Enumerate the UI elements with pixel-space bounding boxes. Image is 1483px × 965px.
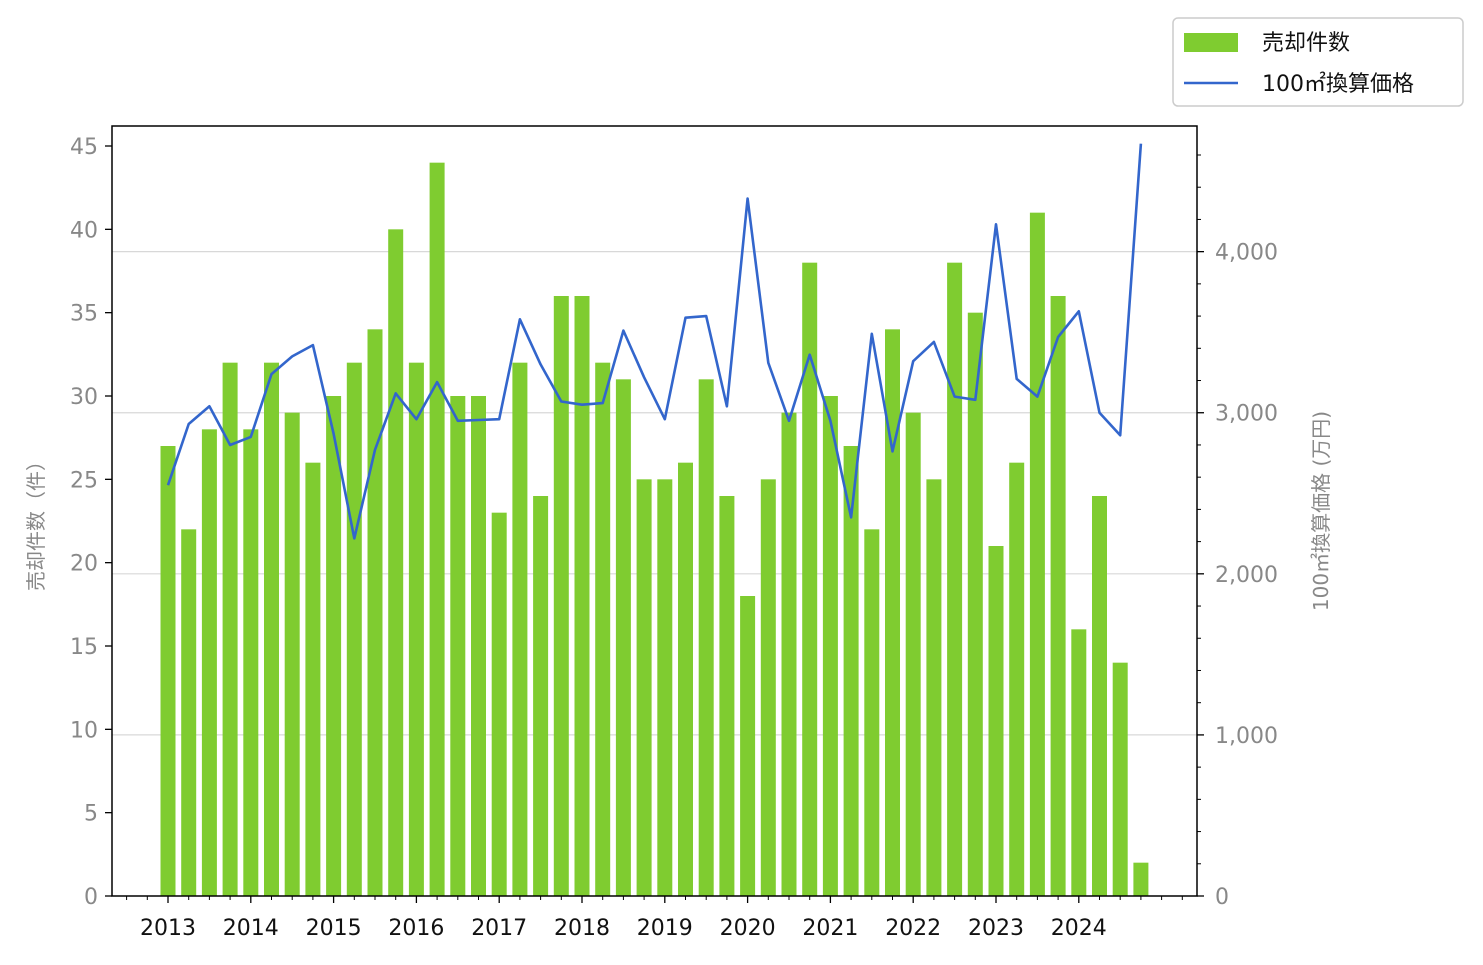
- y-left-tick-label-6: 30: [70, 385, 98, 410]
- bar-1: [181, 529, 196, 896]
- bar-13: [430, 163, 445, 896]
- x-tick-label-2: 2015: [306, 916, 362, 941]
- bar-28: [740, 596, 755, 896]
- bar-43: [1051, 296, 1066, 896]
- bar-45: [1092, 496, 1107, 896]
- bar-18: [533, 496, 548, 896]
- bar-46: [1113, 663, 1128, 896]
- bar-37: [926, 479, 941, 896]
- bar-40: [989, 546, 1004, 896]
- bar-44: [1071, 629, 1086, 896]
- x-tick-label-6: 2019: [637, 916, 693, 941]
- bar-11: [388, 229, 403, 896]
- y-left-tick-label-4: 20: [70, 552, 98, 577]
- bar-17: [512, 363, 527, 896]
- legend-label-line: 100㎡換算価格: [1262, 71, 1414, 97]
- y-left-tick-label-0: 0: [84, 885, 98, 910]
- bar-4: [243, 429, 258, 896]
- bar-19: [554, 296, 569, 896]
- x-tick-label-7: 2020: [720, 916, 776, 941]
- x-tick-label-1: 2014: [223, 916, 279, 941]
- bar-30: [782, 413, 797, 896]
- x-tick-label-5: 2018: [554, 916, 610, 941]
- legend-swatch-bar: [1184, 33, 1238, 52]
- legend: 売却件数 100㎡換算価格: [1173, 18, 1463, 106]
- bar-42: [1030, 213, 1045, 896]
- y-axis-right-title: 100㎡換算価格 (万円): [1309, 411, 1333, 611]
- y-right-tick-label-2: 2,000: [1215, 563, 1278, 588]
- legend-label-bar: 売却件数: [1262, 31, 1350, 56]
- y-left-tick-label-8: 40: [70, 218, 98, 243]
- x-tick-label-0: 2013: [140, 916, 196, 941]
- y-left-tick-label-7: 35: [70, 302, 98, 327]
- y-left-tick-label-1: 5: [84, 802, 98, 827]
- bar-24: [657, 479, 672, 896]
- bar-27: [719, 496, 734, 896]
- y-left-tick-label-9: 45: [70, 135, 98, 160]
- bar-21: [595, 363, 610, 896]
- bar-26: [699, 379, 714, 896]
- y-axis-left-title: 売却件数（件）: [24, 451, 48, 591]
- y-left-tick-label-3: 15: [70, 635, 98, 660]
- y-right-tick-label-0: 0: [1215, 885, 1229, 910]
- y-left-tick-label-5: 25: [70, 468, 98, 493]
- x-tick-label-11: 2024: [1051, 916, 1107, 941]
- x-tick-label-8: 2021: [802, 916, 858, 941]
- bar-20: [575, 296, 590, 896]
- bar-2: [202, 429, 217, 896]
- bar-8: [326, 396, 341, 896]
- bar-32: [823, 396, 838, 896]
- bar-41: [1009, 463, 1024, 896]
- bar-25: [678, 463, 693, 896]
- bar-16: [492, 513, 507, 896]
- bar-23: [637, 479, 652, 896]
- x-tick-label-4: 2017: [471, 916, 527, 941]
- x-tick-label-10: 2023: [968, 916, 1024, 941]
- bar-14: [450, 396, 465, 896]
- bar-12: [409, 363, 424, 896]
- bar-22: [616, 379, 631, 896]
- bar-34: [864, 529, 879, 896]
- bar-47: [1133, 863, 1148, 896]
- y-right-tick-label-3: 3,000: [1215, 402, 1278, 427]
- y-left-tick-label-2: 10: [70, 718, 98, 743]
- bar-15: [471, 396, 486, 896]
- bar-0: [161, 446, 176, 896]
- bar-38: [947, 263, 962, 896]
- bar-6: [285, 413, 300, 896]
- bar-36: [906, 413, 921, 896]
- x-tick-label-9: 2022: [885, 916, 941, 941]
- x-tick-label-3: 2016: [388, 916, 444, 941]
- bar-9: [347, 363, 362, 896]
- bar-10: [368, 329, 383, 896]
- bar-series: [161, 163, 1149, 896]
- bar-7: [305, 463, 320, 896]
- bar-5: [264, 363, 279, 896]
- y-right-tick-label-4: 4,000: [1215, 241, 1278, 266]
- y-right-tick-label-1: 1,000: [1215, 724, 1278, 749]
- bar-29: [761, 479, 776, 896]
